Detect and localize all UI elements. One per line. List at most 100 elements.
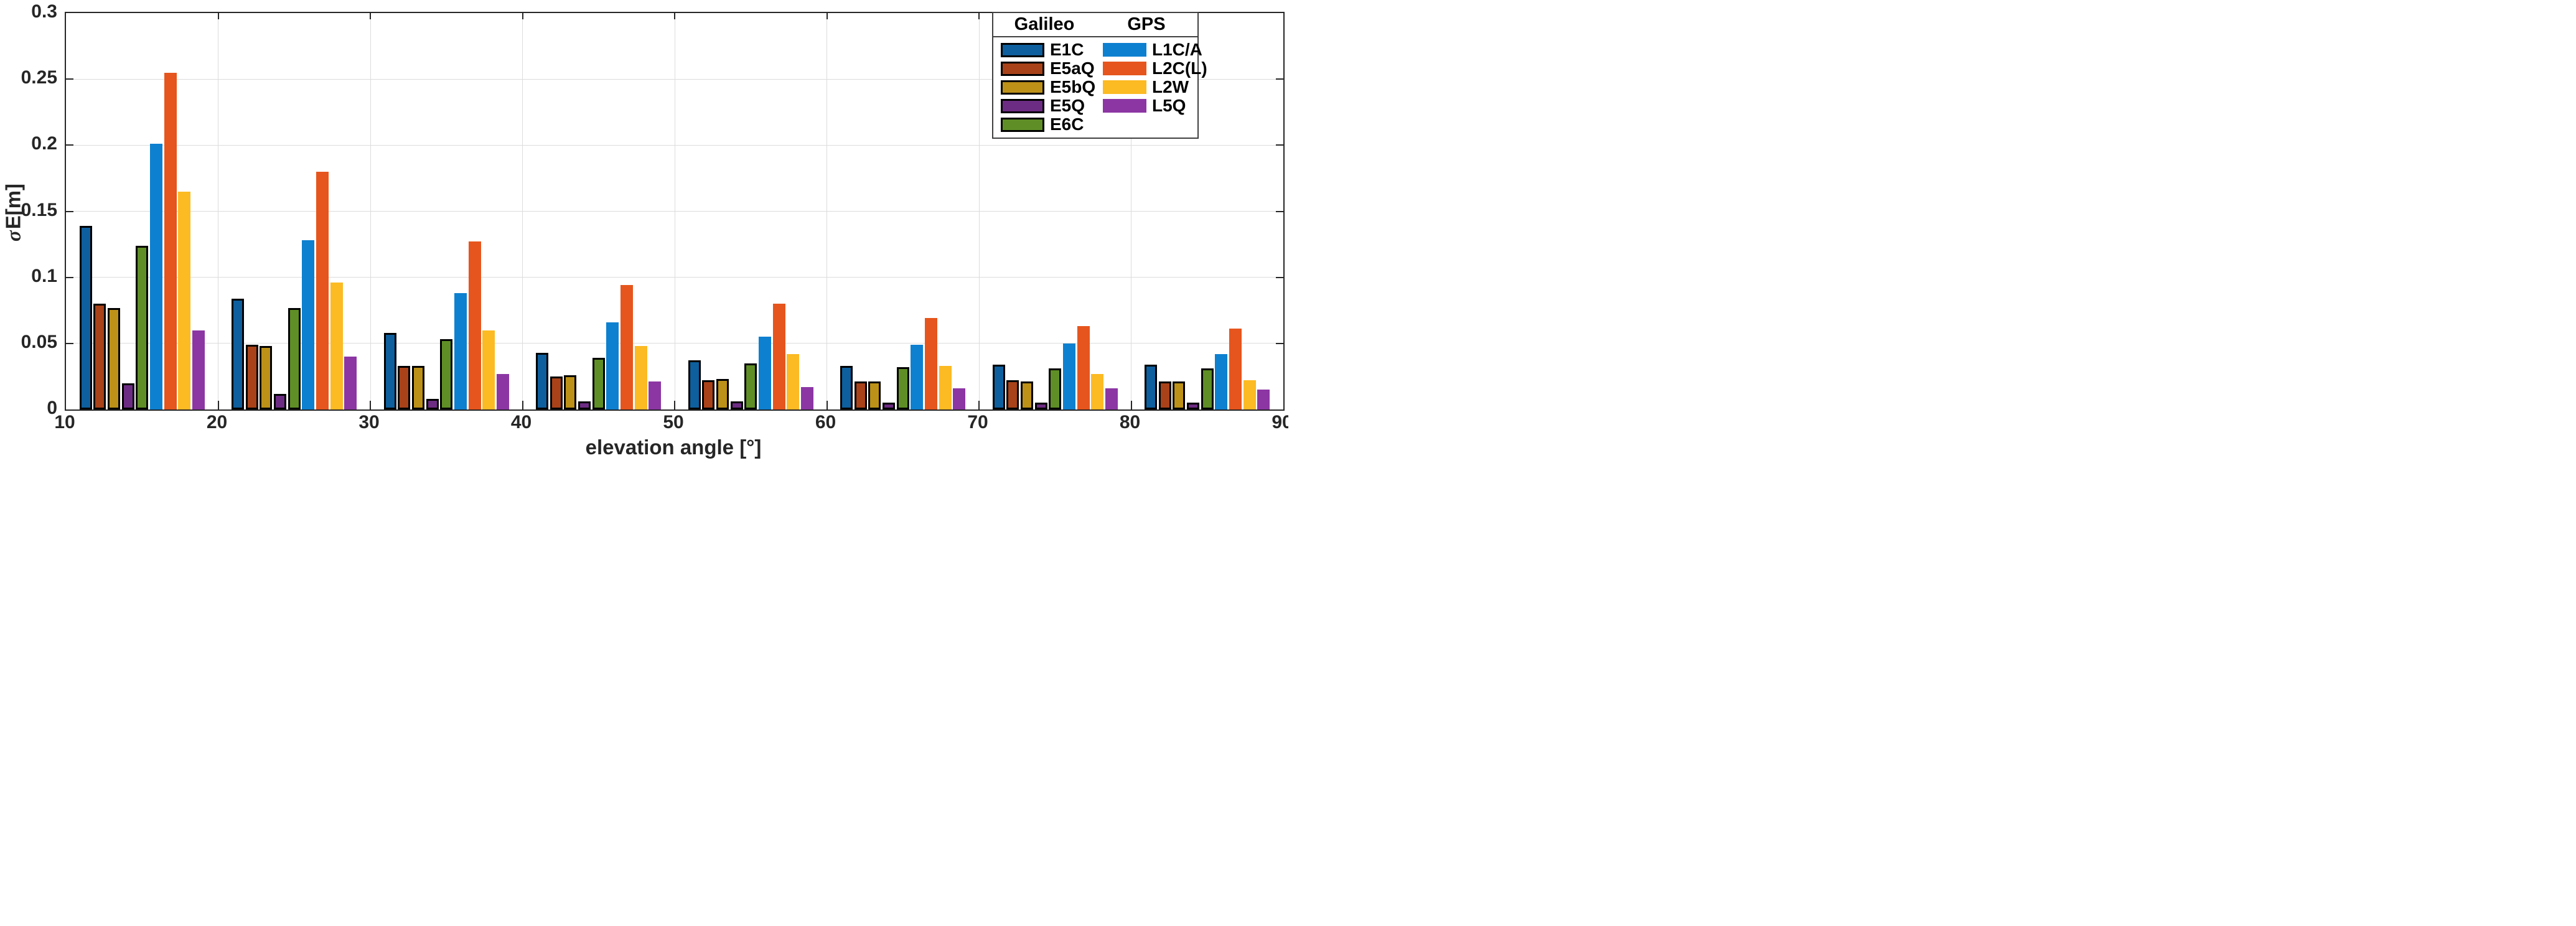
bar-L1C/A-65 [911,345,924,409]
bar-L1C/A-15 [149,144,162,409]
legend-label-E5Q: E5Q [1050,96,1085,115]
y-tick-label-0.3: 0.3 [31,1,57,22]
y-tick-label-0.25: 0.25 [21,67,57,88]
bar-L5Q-55 [800,387,813,409]
legend-swatch-L2C(L) [1103,62,1146,75]
bar-L1C/A-85 [1215,354,1228,409]
y-tick-right-0.2 [1276,144,1283,146]
bar-E5bQ-25 [260,346,273,409]
legend-label-L2W: L2W [1152,77,1189,96]
bar-E1C-45 [536,353,549,409]
bar-E5bQ-65 [868,381,881,409]
legend-swatch-L5Q [1103,99,1146,113]
bar-L5Q-65 [953,388,966,409]
y-tick-0.1 [66,276,73,278]
legend-swatch-E5Q [1001,98,1044,113]
bar-E5aQ-15 [93,304,106,409]
legend-entry-L2C(L): L2C(L) [1095,58,1207,78]
y-tick-label-0: 0 [47,398,57,418]
y-tick-label-0.2: 0.2 [31,133,57,154]
legend-column-gps: L1C/A L2C(L) L2W L5Q [1095,40,1207,134]
bar-E1C-35 [383,333,396,409]
legend-entry-E1C: E1C [993,40,1095,59]
bar-E5aQ-55 [702,380,715,409]
y-gridline-0.2 [66,144,1283,146]
bar-L5Q-85 [1257,390,1270,409]
bar-E1C-55 [688,360,701,409]
bar-L2C(L)-85 [1229,329,1242,409]
bar-L5Q-45 [649,381,662,409]
legend-entry-L2W: L2W [1095,77,1197,96]
y-tick-0.2 [66,144,73,146]
bar-L2C(L)-75 [1077,326,1090,409]
y-tick-right-0.15 [1276,210,1283,212]
legend-label-E5bQ: E5bQ [1050,77,1096,96]
y-tick-right-0.05 [1276,342,1283,344]
bar-E5Q-45 [578,401,591,409]
bar-E6C-55 [744,363,757,409]
bar-E5Q-55 [730,401,743,409]
bar-E5Q-65 [883,403,896,409]
x-tick-top-50 [674,13,675,19]
bar-E5Q-35 [426,399,439,409]
bar-E5aQ-65 [854,381,867,409]
bar-L2W-25 [330,283,343,409]
legend-label-L1C/A: L1C/A [1152,40,1202,59]
bar-L2C(L)-25 [316,172,329,409]
bar-L2W-55 [787,354,800,409]
y-gridline-0.1 [66,277,1283,278]
x-tick-label-70: 70 [967,412,988,433]
bar-E5bQ-85 [1173,381,1186,409]
bar-L1C/A-55 [758,337,771,409]
y-gridline-0.15 [66,211,1283,212]
x-tick-label-30: 30 [358,412,380,433]
bar-L2C(L)-15 [164,73,177,409]
x-tick-30 [370,401,371,409]
legend: Galileo GPS E1C E5aQ E5bQ E5Q E6C L1C/A L2C(L… [992,12,1207,139]
legend-label-E5aQ: E5aQ [1050,58,1095,78]
bar-L5Q-35 [496,374,509,409]
bar-L5Q-25 [344,357,357,409]
bar-E1C-65 [840,366,853,409]
y-tick-right-0.1 [1276,276,1283,278]
legend-swatch-E6C [1001,117,1044,132]
legend-label-L5Q: L5Q [1152,96,1186,115]
x-tick-80 [1130,401,1132,409]
y-tick-0.15 [66,210,73,212]
x-tick-label-20: 20 [206,412,228,433]
bar-E6C-45 [592,358,605,409]
x-tick-top-60 [826,13,828,19]
x-tick-top-40 [522,13,523,19]
x-tick-60 [826,401,828,409]
bar-E5Q-25 [274,394,287,409]
x-tick-top-30 [370,13,371,19]
legend-header-gps: GPS [1127,14,1166,34]
bar-L2C(L)-35 [468,241,481,409]
legend-entry-L5Q: L5Q [1095,96,1197,115]
bar-E5aQ-85 [1158,381,1171,409]
sigma-symbol: σ [2,230,26,242]
bar-L5Q-75 [1105,388,1118,409]
x-tick-20 [217,401,219,409]
legend-swatch-E5aQ [1001,61,1044,76]
bar-E6C-25 [288,308,301,409]
bar-L1C/A-35 [454,293,467,409]
y-tick-label-0.05: 0.05 [21,331,57,352]
legend-swatch-E5bQ [1001,80,1044,95]
legend-column-galileo: E1C E5aQ E5bQ E5Q E6C [993,40,1095,134]
y-tick-right-0.25 [1276,78,1283,80]
bar-E5bQ-75 [1020,381,1033,409]
legend-label-L2C(L): L2C(L) [1152,58,1207,78]
bar-L2W-85 [1243,380,1256,409]
y-gridline-0.05 [66,343,1283,344]
legend-swatch-L1C/A [1103,43,1146,57]
bar-L2C(L)-65 [925,318,938,409]
y-gridline-0.25 [66,78,1283,80]
legend-swatch-E1C [1001,42,1044,57]
bar-L1C/A-75 [1062,344,1075,409]
bar-E1C-15 [79,226,92,409]
bar-L1C/A-25 [302,240,315,409]
x-tick-40 [522,401,523,409]
legend-entry-L1C/A: L1C/A [1095,40,1202,59]
x-tick-label-90: 90 [1272,412,1288,433]
